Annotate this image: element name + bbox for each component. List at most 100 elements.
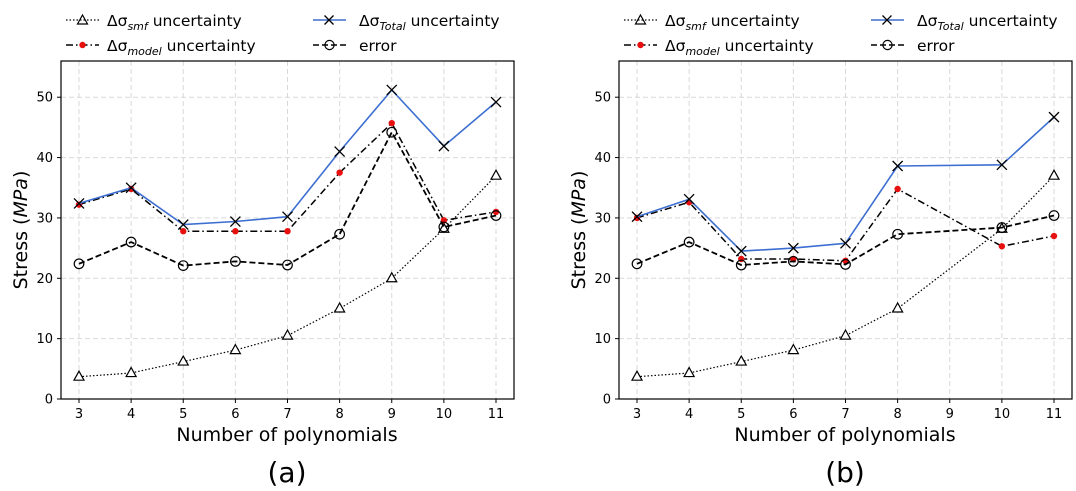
data-point-circle	[125, 236, 137, 248]
y-tick-label: 50	[36, 91, 53, 106]
data-point-triangle	[839, 328, 852, 340]
legend-smf-label: Δσsmf uncertainty	[107, 12, 242, 33]
data-point-dot	[336, 169, 343, 176]
data-point-circle	[631, 258, 643, 270]
data-point-dot	[127, 185, 135, 193]
legend-model-label: Δσmodel uncertainty	[665, 37, 814, 58]
y-tick-label: 20	[36, 272, 53, 287]
x-tick-label: 8	[335, 407, 343, 422]
x-tick-label: 6	[789, 407, 797, 422]
data-point-x	[735, 245, 747, 257]
data-point-dot	[842, 257, 849, 264]
data-point-dot	[180, 228, 187, 235]
data-point-triangle	[229, 343, 242, 355]
y-tick-label: 10	[594, 332, 611, 347]
data-point-x	[892, 160, 904, 172]
data-point-circle	[735, 259, 747, 271]
data-point-x	[438, 140, 450, 152]
data-point-triangle	[385, 271, 398, 283]
legend-x-marker	[882, 15, 892, 25]
legend-dot-marker	[637, 41, 644, 49]
panel-b-axes-frame	[618, 60, 1073, 400]
panel-b-legend: Δσsmf uncertainty Δσmodel uncertainty Δσ…	[624, 12, 1058, 58]
series-line-dotted-triangle	[78, 175, 497, 378]
data-point-x	[1048, 111, 1060, 123]
data-point-dot	[492, 208, 500, 216]
data-point-x	[386, 84, 398, 96]
x-tick-label: 7	[841, 407, 849, 422]
data-point-x	[683, 193, 695, 205]
data-point-circle	[787, 255, 799, 267]
legend-error-label: error	[917, 37, 955, 55]
panel-b-y-axis-label: Stress (MPa)	[568, 171, 590, 290]
y-tick-label: 50	[594, 91, 611, 106]
data-point-dot	[388, 119, 395, 127]
x-tick-label: 11	[1046, 407, 1063, 422]
series-line-dashed-circle	[78, 131, 497, 267]
data-point-dot	[1050, 232, 1058, 240]
data-point-circle	[996, 222, 1008, 233]
legend-x-marker	[324, 15, 334, 25]
data-point-x	[996, 159, 1008, 171]
y-tick-label: 0	[45, 393, 53, 408]
legend-entry-smf: Δσsmf uncertainty	[624, 12, 800, 33]
data-point-x	[631, 211, 643, 223]
data-point-x	[787, 242, 799, 254]
data-point-triangle	[72, 369, 86, 381]
y-tick-label: 30	[594, 211, 611, 226]
x-tick-label: 9	[946, 407, 954, 422]
legend-entry-error: error	[871, 37, 955, 55]
x-tick-label: 5	[179, 407, 187, 422]
data-point-triangle	[735, 354, 748, 366]
data-point-x	[490, 96, 502, 108]
plot-area-a: 3 4 5 6 7 8 9 10 11 0 10 20 30 40 50	[36, 61, 514, 422]
data-point-circle	[386, 126, 398, 138]
x-tick-label: 5	[737, 407, 745, 422]
legend-entry-smf: Δσsmf uncertainty	[66, 12, 242, 33]
series-line-dashdot-dot	[636, 188, 1055, 262]
data-point-x	[177, 219, 189, 231]
panel-a-legend: Δσsmf uncertainty Δσmodel uncertainty Δσ…	[66, 12, 500, 58]
data-point-x	[840, 237, 851, 249]
legend-total-label: ΔσTotal uncertainty	[917, 12, 1058, 33]
plot-area-b: 3 4 5 6 7 8 9 10 11 0 10 20 30 40 50	[594, 61, 1072, 422]
panel-b: Δσsmf uncertainty Δσmodel uncertainty Δσ…	[568, 12, 1073, 489]
x-tick-label: 7	[283, 407, 291, 422]
data-point-x	[282, 211, 293, 223]
x-tick-label: 9	[388, 407, 396, 422]
legend-entry-total: ΔσTotal uncertainty	[871, 12, 1058, 33]
x-tick-label: 10	[436, 407, 453, 422]
data-point-x	[125, 182, 137, 194]
y-tick-label: 10	[36, 332, 53, 347]
data-point-circle	[73, 258, 85, 270]
legend-error-label: error	[359, 37, 397, 55]
data-point-circle	[490, 210, 502, 221]
data-point-circle	[683, 236, 695, 248]
series-line-dashed-circle	[636, 214, 1055, 266]
legend-entry-model: Δσmodel uncertainty	[624, 37, 814, 58]
legend-triangle-marker	[76, 13, 89, 25]
data-point-triangle	[125, 366, 138, 378]
legend-entry-total: ΔσTotal uncertainty	[313, 12, 500, 33]
data-point-triangle	[333, 301, 346, 313]
x-tick-label: 6	[231, 407, 239, 422]
data-point-triangle	[489, 168, 503, 180]
data-point-dot	[284, 228, 291, 235]
data-point-dot	[894, 185, 901, 193]
y-tick-label: 40	[36, 151, 53, 166]
series-line-dotted-triangle	[636, 175, 1055, 378]
x-tick-label: 4	[127, 407, 135, 422]
legend-model-label: Δσmodel uncertainty	[107, 37, 256, 58]
data-point-triangle	[787, 343, 800, 355]
data-point-circle	[438, 221, 450, 233]
panel-a-axes-frame	[60, 60, 515, 400]
y-tick-label: 30	[36, 211, 53, 226]
panel-a-label: (a)	[267, 456, 306, 489]
panel-a-y-axis-label: Stress (MPa)	[10, 171, 32, 290]
data-point-triangle	[630, 369, 644, 381]
legend-entry-model: Δσmodel uncertainty	[66, 37, 256, 58]
data-point-circle	[1048, 210, 1060, 221]
legend-entry-error: error	[313, 37, 397, 55]
data-point-circle	[892, 228, 904, 240]
